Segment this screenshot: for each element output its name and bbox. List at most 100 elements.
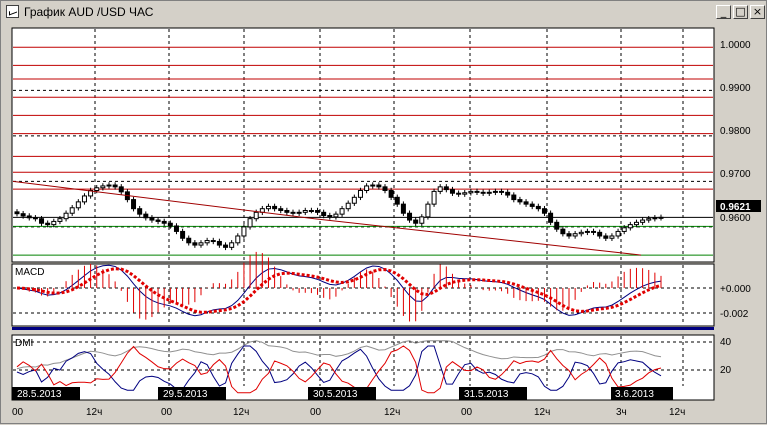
candle-body [32, 217, 38, 220]
y-tick-label: 0.9800 [720, 126, 751, 137]
maximize-button[interactable]: □ [733, 5, 748, 19]
candle-body [75, 201, 81, 209]
candle-body [14, 211, 20, 215]
close-button[interactable]: × [750, 5, 765, 19]
candle-body [272, 205, 278, 210]
macd-tick-label: +0.000 [720, 284, 751, 295]
candle-body [578, 231, 584, 235]
candle-body [149, 217, 155, 221]
hour-label: 00 [161, 407, 173, 418]
candle-body [45, 222, 51, 226]
dmi-title: DMI [15, 338, 33, 349]
candle-body [548, 212, 554, 223]
dmi-tick-label: 40 [720, 337, 732, 348]
candle-body [118, 186, 124, 193]
candle-body [388, 189, 394, 198]
candle-body [265, 205, 271, 210]
candle-body [131, 199, 137, 210]
price-panel[interactable] [11, 27, 715, 263]
candle-body [216, 240, 222, 246]
price-levels [13, 46, 713, 256]
candle-body [57, 218, 63, 222]
candle-body [413, 219, 419, 224]
candle-body [69, 207, 75, 214]
candle-body [198, 242, 204, 246]
candle-body [327, 215, 333, 218]
candle-body [658, 216, 664, 219]
date-label-box [459, 387, 527, 400]
candle-body [26, 215, 32, 219]
trend-lines [12, 180, 642, 256]
candle-body [137, 208, 143, 215]
candle-body [621, 227, 627, 232]
candle-body [640, 219, 646, 223]
candle-body [541, 208, 547, 214]
date-label-box [12, 387, 80, 400]
chart-window-icon [6, 5, 19, 18]
dmi-minus-line [16, 345, 662, 394]
candle-body [400, 203, 406, 214]
candle-body [499, 190, 505, 193]
date-label-box [158, 387, 226, 400]
candle-body [492, 190, 498, 193]
candle-body [505, 191, 511, 196]
candle-body [321, 211, 327, 217]
candle-body [351, 196, 357, 204]
macd-lines [16, 251, 662, 322]
y-tick-label: 1.0000 [720, 40, 751, 51]
candle-body [345, 202, 351, 210]
candle-body [308, 210, 314, 213]
candle-body [94, 187, 100, 191]
candle-body [566, 233, 572, 237]
y-tick-label: 0.9700 [720, 169, 751, 180]
candle-body [480, 191, 486, 194]
candle-body [247, 218, 253, 228]
candle-body [603, 235, 609, 239]
candle-body [161, 220, 167, 224]
minimize-button[interactable]: _ [716, 5, 731, 19]
scroll-strip[interactable] [12, 327, 714, 330]
trend-line [314, 218, 642, 256]
dmi-adx-line [16, 340, 662, 370]
macd-panel[interactable] [11, 263, 715, 327]
candle-body [88, 189, 94, 197]
candle-body [357, 189, 363, 198]
candle-body [511, 194, 517, 201]
candle-body [284, 210, 290, 213]
candle-body [192, 242, 198, 246]
title-bar[interactable]: График AUD /USD ЧАС _ □ × [2, 2, 765, 22]
candle-body [462, 192, 468, 195]
candle-body [106, 184, 112, 187]
candle-body [431, 190, 437, 205]
trend-line [12, 180, 315, 220]
candle-body [407, 212, 413, 221]
candles [14, 182, 664, 251]
dmi-lines [16, 340, 662, 394]
date-label-box [308, 387, 376, 400]
hour-label: 12ч [233, 407, 249, 418]
candle-body [210, 240, 216, 243]
candle-body [443, 186, 449, 191]
candle-body [63, 212, 69, 220]
candle-body [486, 191, 492, 194]
candle-body [370, 184, 376, 187]
candle-body [173, 225, 179, 232]
candle-body [633, 221, 639, 226]
candle-body [20, 213, 26, 217]
y-tick-label: 0.9900 [720, 83, 751, 94]
hour-label: 00 [310, 407, 322, 418]
macd-tick-label: -0.002 [720, 309, 749, 320]
candle-body [100, 185, 106, 189]
candle-body [609, 235, 615, 239]
candle-body [253, 211, 259, 220]
candle-body [572, 233, 578, 237]
candle-body [278, 208, 284, 212]
candle-body [296, 211, 302, 214]
candle-body [155, 219, 161, 222]
current-price-label: 0.9621 [720, 202, 751, 213]
candle-body [204, 240, 210, 244]
candle-body [394, 196, 400, 205]
candle-body [584, 230, 590, 233]
hour-label: 12ч [86, 407, 102, 418]
